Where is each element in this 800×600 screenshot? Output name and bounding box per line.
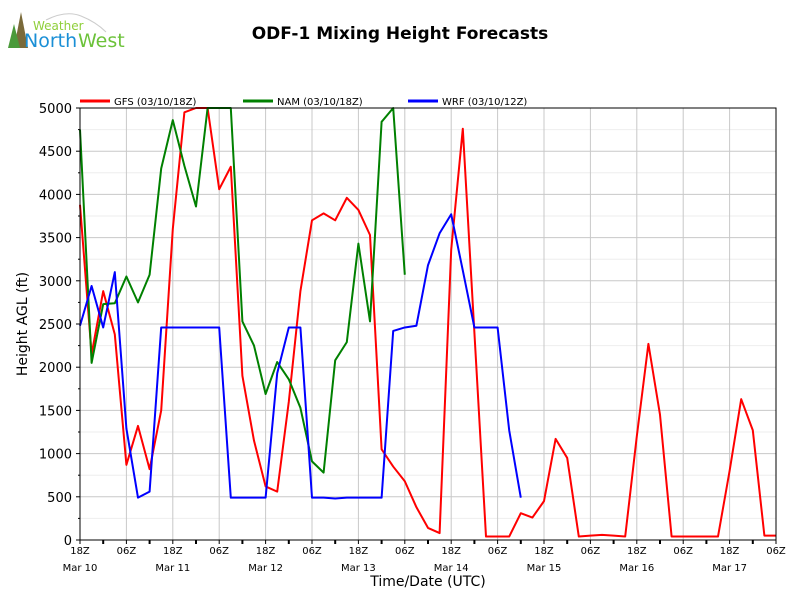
x-axis-label: Time/Date (UTC) [369,574,486,590]
logo-text-west: West [78,30,125,52]
y-tick-label: 1000 [39,448,72,463]
y-tick-label: 4000 [39,188,72,203]
legend-label: GFS (03/10/18Z) [114,97,197,108]
x-minor-tick [519,540,522,544]
x-minor-tick [751,540,754,544]
y-tick-label: 3000 [39,275,72,290]
x-minor-tick [148,540,151,544]
series-line-nam [79,107,406,474]
legend-label: WRF (03/10/12Z) [442,97,527,108]
y-tick-label: 3500 [39,232,72,247]
x-tick-label: 06Z [766,546,786,557]
date-label: Mar 16 [619,563,654,574]
y-tick-label: 2500 [39,318,72,333]
series-line-gfs [79,107,776,538]
weather-northwest-logo: Weather North West [6,10,136,54]
logo-graphic: Weather North West [8,12,125,52]
date-label: Mar 14 [434,563,469,574]
chart-title: ODF-1 Mixing Height Forecasts [251,24,549,44]
axes: 0 500 1000 1500 2000 2500 3000 3500 4000 4500 5000… [39,102,786,574]
x-tick-label: 18Z [441,546,461,557]
x-minor-tick [659,540,661,544]
x-tick-label: 18Z [256,546,276,557]
logo-text-north: North [24,30,77,52]
x-tick-label: 06Z [395,546,415,557]
x-minor-tick [102,540,105,544]
y-axis-label: Height AGL (ft) [15,272,31,376]
date-label: Mar 11 [155,563,190,574]
x-tick-label: 06Z [209,546,229,557]
grid [79,107,777,541]
y-tick-label: 500 [47,491,72,506]
date-label: Mar 13 [341,563,376,574]
legend: GFS (03/10/18Z) NAM (03/10/18Z) WRF (03/10… [80,97,527,108]
x-minor-tick [612,540,615,544]
y-tick-label: 2000 [39,361,72,376]
series-line-wrf [79,213,522,500]
date-label: Mar 15 [527,563,562,574]
x-minor-tick [473,540,476,544]
y-tick-label: 0 [64,534,72,549]
legend-label: NAM (03/10/18Z) [277,97,363,108]
x-tick-label: 06Z [581,546,601,557]
y-tick-label: 5000 [39,102,72,117]
y-tick-label: 1500 [39,404,72,419]
x-tick-label: 18Z [534,546,554,557]
x-tick-label: 18Z [720,546,740,557]
x-tick-label: 18Z [70,546,90,557]
logo-text-weather: Weather [33,19,84,33]
series-lines [79,107,776,538]
x-tick-label: 06Z [302,546,322,557]
x-tick-label: 06Z [673,546,693,557]
x-tick-label: 06Z [117,546,137,557]
x-minor-tick [566,540,569,544]
x-minor-tick [287,540,290,544]
date-label: Mar 10 [63,563,98,574]
x-minor-tick [427,540,429,544]
tree-icon [8,24,20,48]
x-minor-tick [241,540,244,544]
x-minor-tick [195,540,197,544]
x-tick-label: 18Z [627,546,647,557]
x-minor-tick [705,540,708,544]
date-label: Mar 17 [712,563,747,574]
y-tick-label: 4500 [39,145,72,160]
x-minor-tick [334,540,337,544]
x-tick-label: 18Z [163,546,183,557]
x-minor-tick [380,540,383,544]
x-tick-label: 06Z [488,546,508,557]
x-tick-label: 18Z [349,546,369,557]
date-label: Mar 12 [248,563,283,574]
